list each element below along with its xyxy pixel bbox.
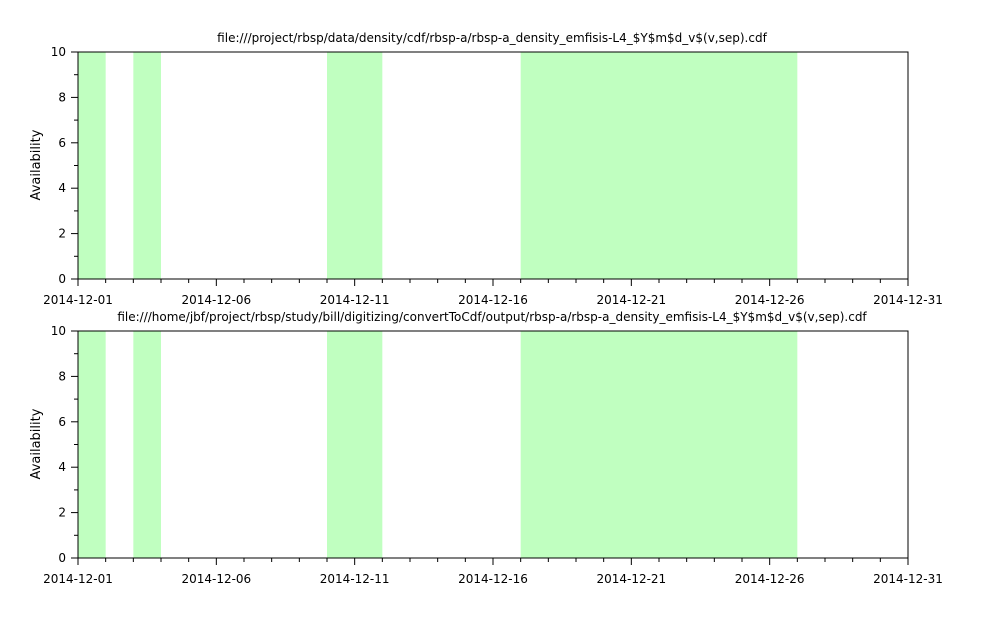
top-x-tick-label: 2014-12-26: [735, 293, 805, 307]
top-y-tick-label: 0: [58, 272, 66, 286]
bottom-interval-4: [520, 331, 798, 558]
bottom-interval-2: [133, 331, 161, 558]
bottom-panel-title: file:///home/jbf/project/rbsp/study/bill…: [117, 310, 867, 324]
bottom-x-ticks: 2014-12-01 2014-12-06 2014-12-11 2014-12-16…: [43, 558, 943, 586]
bottom-y-tick-label: 2: [58, 506, 66, 520]
bottom-x-tick-label: 2014-12-31: [873, 572, 943, 586]
bottom-y-tick-label: 10: [51, 324, 66, 338]
top-interval-1: [78, 52, 106, 279]
bottom-y-tick-label: 6: [58, 415, 66, 429]
top-panel: file:///project/rbsp/data/density/cdf/rb…: [29, 31, 943, 307]
top-y-tick-label: 6: [58, 136, 66, 150]
top-interval-2: [133, 52, 161, 279]
bottom-x-tick-label: 2014-12-16: [458, 572, 528, 586]
top-y-ticks: 0 2 4 6 8 10: [51, 45, 78, 286]
top-y-axis-label: Availability: [29, 129, 44, 200]
top-y-tick-label: 8: [58, 90, 66, 104]
top-interval-3: [327, 52, 383, 279]
top-x-tick-label: 2014-12-06: [181, 293, 251, 307]
bottom-intervals: [78, 331, 798, 558]
bottom-y-tick-label: 8: [58, 369, 66, 383]
bottom-interval-1: [78, 331, 106, 558]
top-y-tick-label: 2: [58, 227, 66, 241]
top-interval-4: [520, 52, 798, 279]
bottom-y-tick-label: 4: [58, 460, 66, 474]
bottom-x-tick-label: 2014-12-21: [596, 572, 666, 586]
top-intervals: [78, 52, 798, 279]
top-y-tick-label: 4: [58, 181, 66, 195]
bottom-x-tick-label: 2014-12-11: [320, 572, 390, 586]
top-x-tick-label: 2014-12-16: [458, 293, 528, 307]
bottom-x-tick-label: 2014-12-26: [735, 572, 805, 586]
top-x-tick-label: 2014-12-31: [873, 293, 943, 307]
top-y-tick-label: 10: [51, 45, 66, 59]
top-x-tick-label: 2014-12-01: [43, 293, 113, 307]
bottom-y-axis-label: Availability: [29, 408, 44, 479]
top-x-tick-label: 2014-12-21: [596, 293, 666, 307]
bottom-x-tick-label: 2014-12-06: [181, 572, 251, 586]
bottom-y-ticks: 0 2 4 6 8 10: [51, 324, 78, 565]
top-x-tick-label: 2014-12-11: [320, 293, 390, 307]
bottom-interval-3: [327, 331, 383, 558]
bottom-y-tick-label: 0: [58, 551, 66, 565]
bottom-x-tick-label: 2014-12-01: [43, 572, 113, 586]
bottom-panel: file:///home/jbf/project/rbsp/study/bill…: [29, 310, 943, 586]
top-x-ticks: 2014-12-01 2014-12-06 2014-12-11 2014-12-16…: [43, 279, 943, 307]
top-panel-title: file:///project/rbsp/data/density/cdf/rb…: [217, 31, 767, 45]
